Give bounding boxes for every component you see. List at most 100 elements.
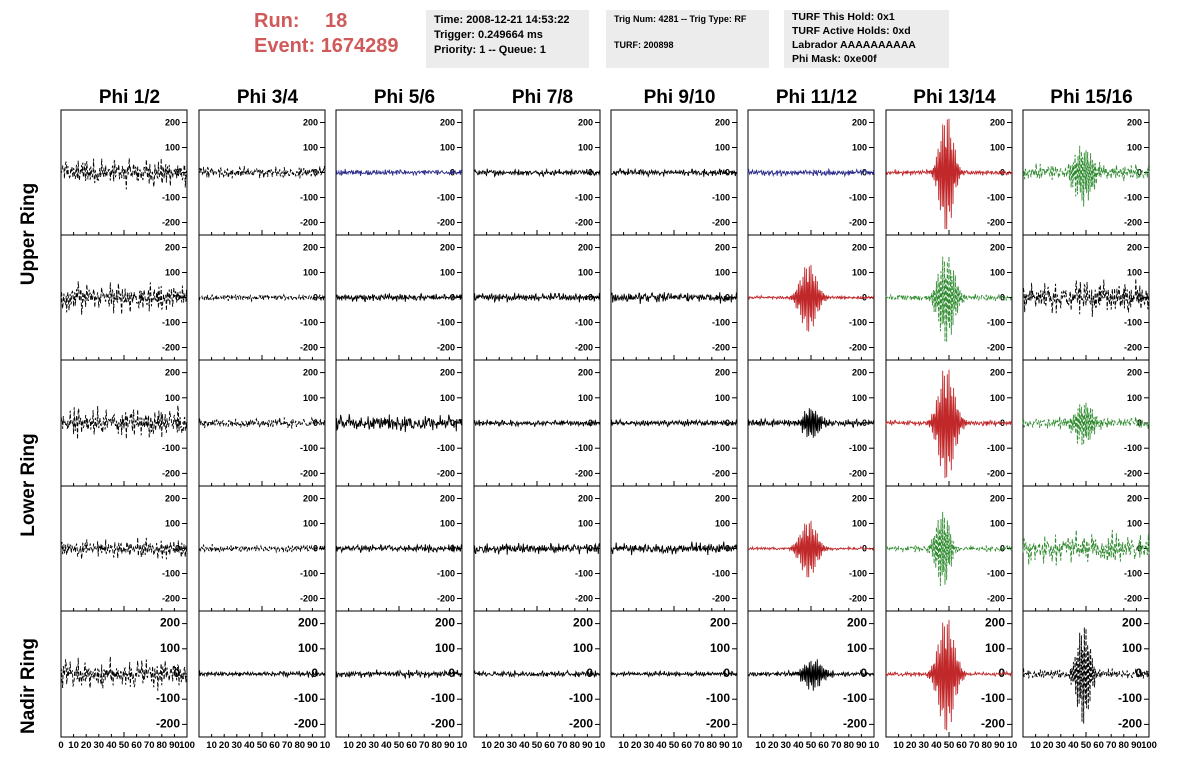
y-tick-label: 100: [578, 143, 593, 153]
x-tick-label: 10: [457, 740, 468, 751]
y-tick-label: 200: [165, 494, 180, 504]
y-tick-label: 200: [440, 494, 455, 504]
y-tick-label: 200: [1122, 616, 1142, 630]
y-tick-label: 200: [578, 243, 593, 253]
y-tick-label: -200: [437, 343, 455, 353]
y-tick-label: 200: [990, 118, 1005, 128]
y-tick-label: 100: [715, 393, 730, 403]
waveform-trace: [335, 414, 463, 433]
y-tick-label: -100: [712, 443, 730, 453]
y-tick-label: -100: [162, 443, 180, 453]
y-tick-label: -200: [1124, 343, 1142, 353]
y-tick-label: -200: [849, 343, 867, 353]
waveform-trace: [1022, 627, 1150, 724]
waveform-trace: [473, 669, 601, 679]
x-tick-label: 40: [931, 740, 942, 751]
waveform-trace: [60, 405, 188, 440]
x-tick-label: 30: [781, 740, 792, 751]
y-tick-label: -100: [1124, 443, 1142, 453]
waveform-trace: [335, 168, 463, 177]
y-tick-label: -100: [849, 443, 867, 453]
x-tick-label: 10: [1007, 740, 1018, 751]
phi-mask-line: Phi Mask: 0xe00f: [792, 53, 877, 65]
y-tick-label: -200: [431, 716, 455, 730]
x-tick-label: 40: [519, 740, 530, 751]
x-tick-label: 80: [570, 740, 581, 751]
x-tick-label: 40: [244, 740, 255, 751]
waveform-trace: [747, 167, 875, 178]
y-tick-label: 200: [715, 368, 730, 378]
y-tick-label: -100: [300, 569, 318, 579]
y-tick-label: -200: [1124, 594, 1142, 604]
y-tick-label: -200: [162, 218, 180, 228]
column-title: Phi 15/16: [1050, 87, 1133, 108]
y-tick-label: 200: [578, 118, 593, 128]
y-tick-label: 100: [165, 519, 180, 529]
y-tick-label: 200: [985, 616, 1005, 630]
y-tick-label: 100: [852, 268, 867, 278]
y-tick-label: -200: [300, 343, 318, 353]
y-tick-label: -200: [156, 716, 180, 730]
y-tick-label: 100: [303, 393, 318, 403]
column-title: Phi 3/4: [236, 87, 299, 108]
y-tick-label: 100: [1127, 519, 1142, 529]
y-tick-label: 100: [852, 143, 867, 153]
y-tick-label: 100: [440, 519, 455, 529]
column-title: Phi 11/12: [775, 87, 858, 108]
y-tick-label: -100: [987, 318, 1005, 328]
waveform-trace: [1022, 145, 1150, 207]
y-tick-label: -100: [431, 691, 455, 705]
y-tick-label: 100: [715, 519, 730, 529]
y-tick-label: -200: [162, 343, 180, 353]
y-tick-label: 0: [586, 666, 593, 680]
y-tick-label: 0: [998, 666, 1005, 680]
waveform-trace: [610, 418, 738, 428]
x-tick-label: 10: [320, 740, 331, 751]
x-tick-label: 80: [982, 740, 993, 751]
y-tick-label: 0: [311, 666, 318, 680]
y-tick-label: 200: [578, 368, 593, 378]
y-tick-label: -100: [987, 569, 1005, 579]
x-tick-label: 20: [494, 740, 505, 751]
waveform-trace: [885, 619, 1013, 731]
y-tick-label: 200: [990, 368, 1005, 378]
y-tick-label: 0: [723, 666, 730, 680]
y-tick-label: -100: [575, 569, 593, 579]
x-tick-label: 70: [969, 740, 980, 751]
x-tick-label: 60: [818, 740, 829, 751]
y-tick-label: 100: [298, 641, 318, 655]
column-title: Phi 7/8: [511, 87, 574, 108]
y-tick-label: 200: [990, 243, 1005, 253]
y-tick-label: -200: [706, 716, 730, 730]
run-event-block: Run: 18 Event: 1674289: [254, 9, 399, 59]
y-tick-label: -100: [987, 193, 1005, 203]
x-tick-label: 60: [681, 740, 692, 751]
y-tick-label: 200: [710, 616, 730, 630]
y-tick-label: -100: [300, 443, 318, 453]
x-tick-label: 40: [793, 740, 804, 751]
y-tick-label: 100: [303, 519, 318, 529]
y-tick-label: 0: [450, 418, 455, 428]
y-tick-label: 100: [985, 641, 1005, 655]
waveform-trace: [610, 669, 738, 678]
y-tick-label: 200: [852, 494, 867, 504]
column-title: Phi 5/6: [373, 87, 436, 108]
y-tick-label: -100: [1118, 691, 1142, 705]
y-tick-label: -200: [575, 594, 593, 604]
y-tick-label: 200: [165, 118, 180, 128]
